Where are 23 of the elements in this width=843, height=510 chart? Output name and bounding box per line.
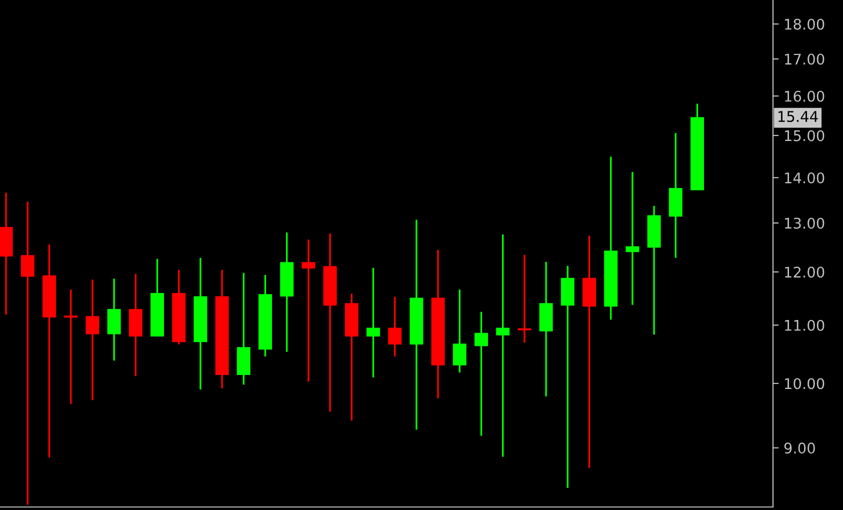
candlestick	[86, 278, 100, 401]
candlestick	[452, 288, 466, 374]
y-tick-label: 11.00	[785, 320, 824, 331]
y-tick-label: 15.00	[785, 130, 824, 142]
candlestick	[388, 296, 402, 358]
y-tick-label: 9.00	[784, 442, 815, 454]
candlestick	[626, 171, 640, 306]
y-tick-label: 16.00	[785, 90, 824, 102]
y-tick-label: 18.00	[785, 18, 824, 30]
y-tick-label: 14.00	[785, 172, 824, 184]
candlestick	[474, 311, 488, 437]
candlestick	[20, 200, 34, 506]
candlestick	[366, 267, 380, 378]
y-tick-label: 17.00	[785, 54, 824, 65]
y-tick-label: 10.00	[785, 378, 824, 390]
y-tick-label: 13.00	[785, 218, 824, 229]
text: 15.44	[778, 111, 818, 122]
candlestick	[64, 288, 78, 405]
candlestick	[496, 234, 510, 458]
candlestick	[107, 278, 121, 362]
candlestick	[302, 238, 316, 382]
y-tick-label: 12.00	[785, 266, 824, 278]
candlestick	[518, 254, 532, 344]
